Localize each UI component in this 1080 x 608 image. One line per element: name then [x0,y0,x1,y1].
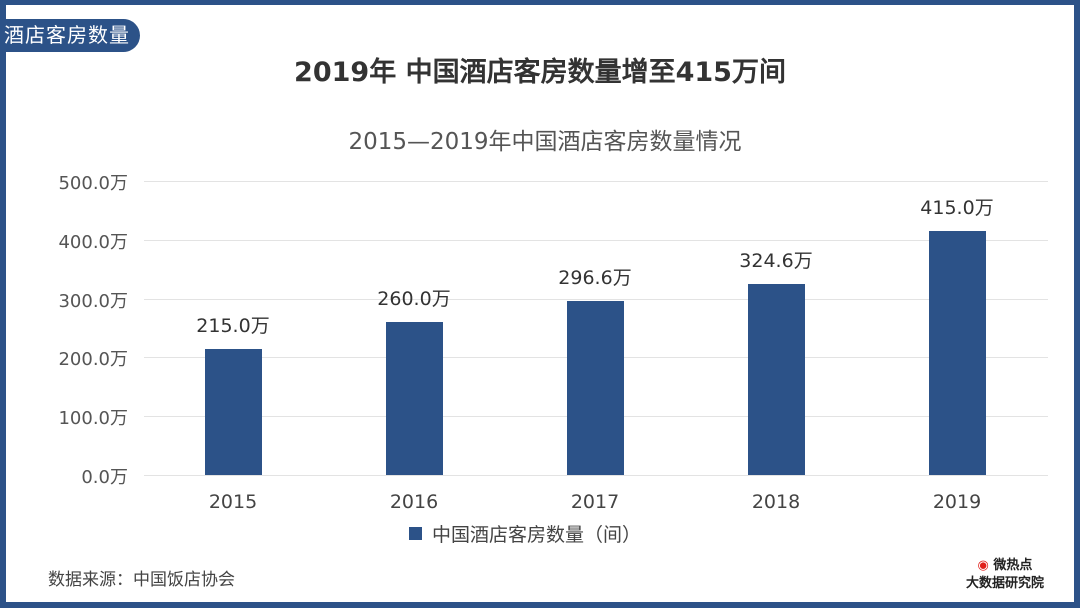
x-tick-label: 2019 [932,491,982,513]
value-label: 324.6万 [739,250,813,273]
x-tick-label: 2016 [389,491,439,513]
value-label: 296.6万 [558,266,632,289]
x-tick-label: 2018 [751,491,801,513]
bar-2015 [205,348,262,475]
chart-title: 2015—2019年中国酒店客房数量情况 [348,129,742,155]
value-label: 260.0万 [377,288,451,311]
gridline [144,239,1048,241]
brand-logo: ◉ 微热点 大数据研究院 [965,558,1044,591]
value-label: 215.0万 [196,314,270,337]
bar-2017 [567,300,624,475]
x-tick-label: 2017 [570,491,620,513]
legend-label: 中国酒店客房数量（间） [432,524,642,546]
y-tick-label: 100.0万 [58,408,128,430]
gridline [144,181,1048,182]
y-tick-label: 0.0万 [81,467,128,488]
weibo-eye-icon: ◉ [977,558,989,573]
data-source: 数据来源：中国饭店协会 [48,570,235,590]
bar-2016 [386,322,443,475]
bar-2018 [748,284,805,475]
y-tick-label: 500.0万 [58,173,128,194]
legend-swatch [409,527,422,540]
y-tick-label: 200.0万 [58,349,128,371]
chart-frame [6,5,1074,602]
gridline [144,298,1048,300]
bar-2019 [929,230,986,475]
topic-tag: 酒店客房数量 [0,19,140,52]
y-tick-label: 300.0万 [58,290,128,312]
value-label: 415.0万 [920,196,994,219]
gridline [144,475,1048,476]
x-tick-label: 2015 [208,491,258,513]
y-tick-label: 400.0万 [58,231,128,253]
page-title: 2019年 中国酒店客房数量增至415万间 [294,57,786,88]
legend: 中国酒店客房数量（间） [409,520,641,547]
